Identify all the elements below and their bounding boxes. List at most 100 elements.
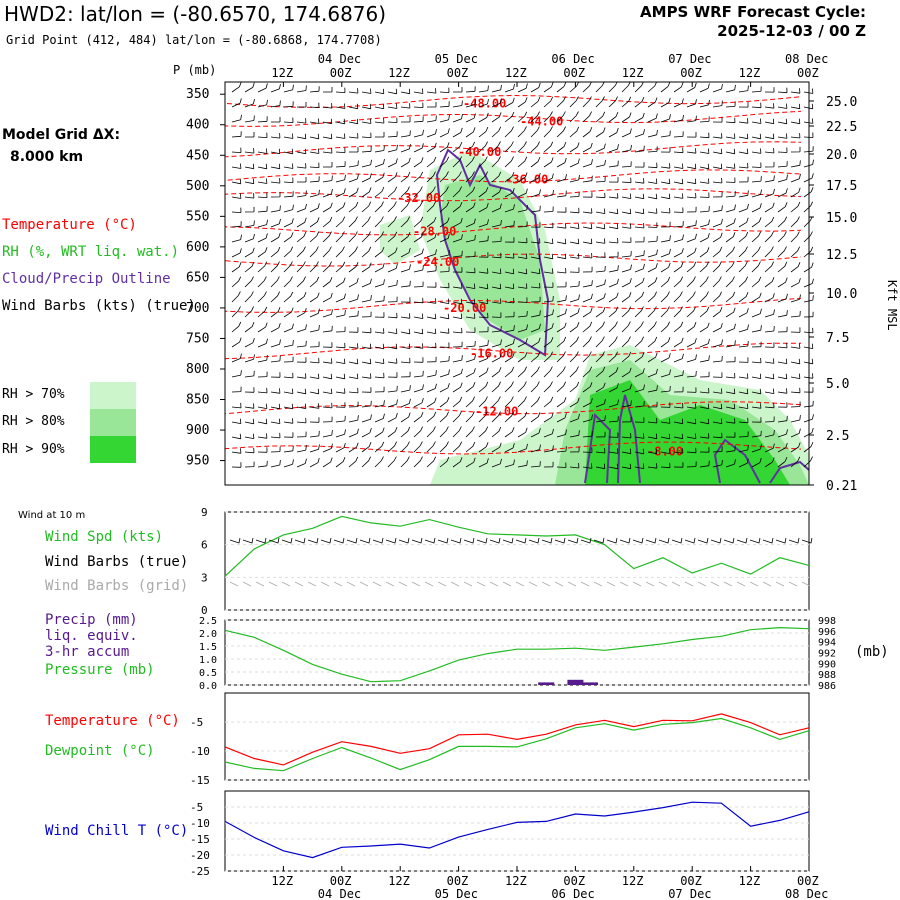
bottom-time-tick-label: 12Z (739, 874, 761, 888)
top-time-tick-label: 12Z (271, 66, 293, 80)
precip-panel-frame (224, 619, 810, 686)
top-time-tick-label: 12Z (739, 66, 761, 80)
height-tick-label: 5.0 (826, 377, 849, 392)
bottom-date-label: 07 Dec (668, 887, 711, 900)
top-time-tick-label: 00Z (330, 66, 352, 80)
isotherm-label: -12.00 (475, 405, 518, 419)
pressure-tick-label: 998 (818, 616, 836, 627)
pressure-tick-label: 986 (818, 681, 836, 692)
isotherm-line (224, 441, 802, 458)
pressure-tick-label: 400 (186, 118, 209, 133)
bottom-date-label: 05 Dec (435, 887, 478, 900)
grid-point-subtitle: Grid Point (412, 484) lat/lon = (-80.686… (6, 33, 382, 47)
legend-rh80-label: RH > 80% (2, 414, 65, 429)
pressure-tick-label: 550 (186, 209, 209, 224)
wind-chill-tick-label: -15 (190, 833, 210, 846)
top-time-tick-label: 00Z (447, 66, 469, 80)
isotherm-label: -8.00 (647, 444, 683, 458)
bottom-time-tick-label: 00Z (680, 874, 702, 888)
temperature-tick-label: -10 (190, 745, 210, 758)
isotherm-label: -24.00 (416, 255, 459, 269)
bottom-date-label: 08 Dec (785, 887, 828, 900)
height-tick-label: 0.21 (826, 479, 857, 494)
dewpoint-label: Dewpoint (°C) (45, 743, 155, 759)
pressure-tick-label: 900 (186, 423, 209, 438)
rh90-region (585, 380, 790, 485)
cloud-outline (617, 394, 641, 484)
bottom-date-label: 04 Dec (318, 887, 361, 900)
forecast-cycle-value: 2025-12-03 / 00 Z (717, 22, 866, 40)
height-tick-label: 17.5 (826, 179, 857, 194)
bottom-time-tick-label: 00Z (797, 874, 819, 888)
wind-tick-label: 0 (201, 604, 208, 617)
isotherm-label: -16.00 (470, 347, 513, 361)
pressure-tick-label: 600 (186, 240, 209, 255)
bottom-time-tick-label: 00Z (447, 874, 469, 888)
top-time-tick-label: 12Z (388, 66, 410, 80)
temperature-line (224, 713, 810, 766)
isotherm-label: -40.00 (458, 145, 501, 159)
wind-chill-tick-label: -10 (190, 817, 210, 830)
legend-rh90-label: RH > 90% (2, 442, 65, 457)
bottom-time-tick-label: 00Z (330, 874, 352, 888)
page-title: HWD2: lat/lon = (-80.6570, 174.6876) (4, 2, 387, 26)
precip-label: Precip (mm) (45, 612, 138, 628)
wind-tick-label: 3 (201, 571, 208, 584)
precip-bar (538, 682, 555, 685)
height-tick-label: 22.5 (826, 120, 857, 135)
bottom-time-tick-label: 12Z (622, 874, 644, 888)
wind-chill-tick-label: -5 (190, 801, 203, 814)
legend-cloud: Cloud/Precip Outline (2, 271, 171, 287)
precip-tick-label: 1.5 (199, 642, 217, 653)
bottom-time-tick-label: 00Z (563, 874, 585, 888)
top-time-tick-label: 00Z (797, 66, 819, 80)
wind-speed-line (224, 515, 810, 577)
legend-rh80-swatch (90, 409, 136, 436)
pressure-label: Pressure (mb) (45, 662, 155, 678)
precip-accum-label: 3-hr accum (45, 644, 130, 660)
pressure-tick-label: 350 (186, 87, 209, 102)
pressure-unit-label: (mb) (855, 644, 889, 660)
legend-rh90-swatch (90, 436, 136, 463)
temperature-panel-frame (224, 692, 810, 781)
wind-panel-frame (224, 511, 810, 611)
isotherm-label: -20.00 (443, 301, 486, 315)
height-tick-label: 2.5 (826, 429, 849, 444)
wind-chill-line (224, 801, 810, 859)
height-axis-label: Kft MSL (885, 280, 899, 331)
pressure-tick-label: 988 (818, 670, 836, 681)
cloud-outline (584, 412, 612, 484)
pressure-tick-label: 850 (186, 393, 209, 408)
top-date-label: 07 Dec (668, 52, 711, 66)
pressure-tick-label: 996 (818, 627, 836, 638)
precip-bar (567, 679, 584, 685)
pressure-tick-label: 450 (186, 148, 209, 163)
top-date-label: 06 Dec (551, 52, 594, 66)
wind-barbs-grid-row (229, 581, 811, 587)
legend-rh: RH (%, WRT liq. wat.) (2, 244, 180, 260)
dewpoint-line (224, 717, 810, 772)
pressure-tick-label: 650 (186, 270, 209, 285)
top-time-tick-label: 00Z (563, 66, 585, 80)
rh70-region (380, 215, 420, 265)
pressure-tick-label: 500 (186, 179, 209, 194)
precip-tick-label: 2.5 (199, 616, 217, 627)
model-grid-value: 8.000 km (10, 149, 84, 165)
wind-chill-label: Wind Chill T (°C) (45, 823, 189, 839)
bottom-time-tick-label: 12Z (505, 874, 527, 888)
isotherm-label: -28.00 (413, 225, 456, 239)
pressure-axis-label: P (mb) (173, 63, 216, 77)
precip-tick-label: 0.5 (199, 668, 217, 679)
wind-speed-label: Wind Spd (kts) (45, 529, 164, 545)
precip-tick-label: 0.0 (199, 681, 217, 692)
precip-liq-label: liq. equiv. (45, 628, 138, 644)
wind-barbs-true-label: Wind Barbs (true) (45, 554, 189, 570)
pressure-tick-label: 700 (186, 301, 209, 316)
precip-tick-label: 2.0 (199, 629, 217, 640)
pressure-tick-label: 994 (818, 638, 836, 649)
isotherm-label: -48.00 (463, 96, 506, 110)
top-time-tick-label: 00Z (680, 66, 702, 80)
pressure-tick-label: 950 (186, 454, 209, 469)
